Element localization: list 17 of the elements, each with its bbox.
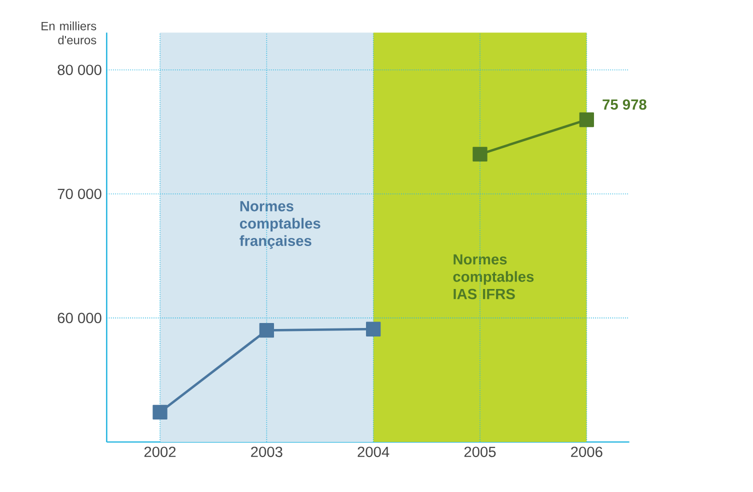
y-axis-title: En milliers d'euros	[42, 22, 96, 44]
y-tick-label: 60 000	[58, 312, 102, 324]
x-tick-label: 2002	[144, 446, 176, 458]
y-tick-label: 80 000	[58, 64, 102, 76]
point	[472, 146, 488, 162]
x-tick-label: 2003	[251, 446, 282, 458]
y-tick-label: 70 000	[58, 188, 102, 200]
point	[366, 322, 381, 336]
band-label: Normes comptables IAS IFRS	[453, 254, 534, 300]
point	[579, 112, 594, 128]
x-tick-label: 2006	[571, 446, 602, 458]
band-label: Normes comptables françaises	[240, 201, 320, 249]
data-label: 75 978	[602, 99, 646, 110]
point	[152, 404, 168, 420]
x-tick-label: 2005	[464, 446, 496, 458]
x-tick-label: 2004	[358, 446, 390, 458]
point	[259, 323, 274, 338]
